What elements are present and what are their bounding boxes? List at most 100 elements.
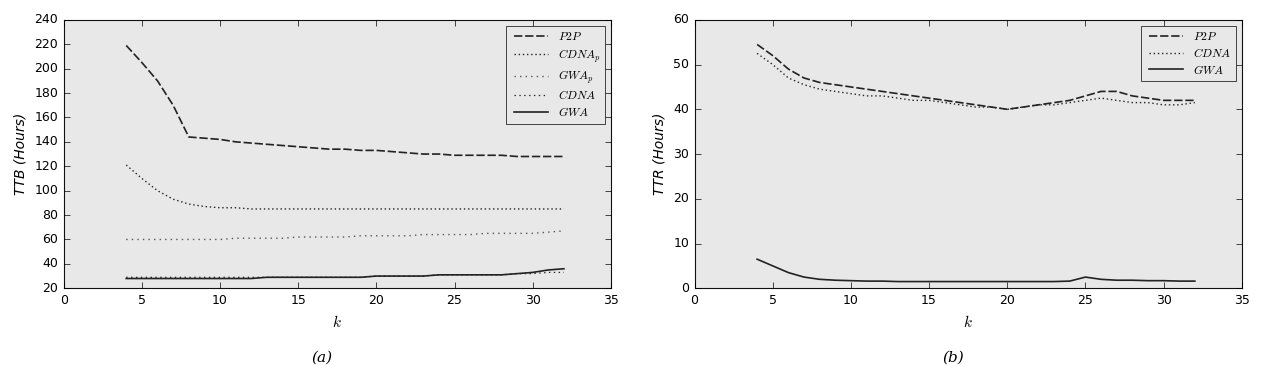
$GWA$ [984,279,999,284]
$CDNA$ [322,275,337,280]
$GWA$ [431,273,446,277]
Y-axis label: TTB (Hours): TTB (Hours) [14,113,28,195]
$GWA$ [1140,278,1156,283]
$P2P$ [447,153,462,157]
$GWA$ [922,279,937,284]
$CDNA$ [1094,96,1109,100]
$GWA$ [557,266,572,271]
$CDNA_p$ [134,176,149,181]
$CDNA$ [1000,107,1015,111]
$GWA_p$ [509,231,524,235]
$P2P$ [781,67,796,71]
$CDNA$ [1109,98,1124,103]
$CDNA$ [844,92,859,96]
$P2P$ [400,151,416,155]
$CDNA$ [937,100,952,105]
$GWA$ [259,275,274,280]
$CDNA$ [874,94,889,98]
$CDNA$ [1077,98,1092,103]
$GWA_p$ [525,231,541,235]
$GWA_p$ [416,233,431,237]
$CDNA_p$ [322,207,337,211]
$GWA$ [1109,278,1124,283]
$CDNA$ [290,275,306,280]
$GWA$ [494,273,509,277]
$P2P$ [812,80,827,85]
$P2P$ [937,98,952,103]
$GWA_p$ [275,236,290,241]
$GWA$ [1094,277,1109,281]
$P2P$ [337,147,352,151]
$CDNA$ [165,275,181,280]
$GWA$ [416,274,431,278]
$P2P$ [229,140,244,144]
$GWA$ [119,276,134,281]
$GWA$ [290,275,306,280]
$CDNA$ [1031,103,1046,107]
$CDNA$ [134,275,149,280]
$GWA_p$ [557,229,572,233]
$CDNA$ [447,273,462,277]
$P2P$ [1172,98,1187,103]
$P2P$ [797,76,812,80]
$P2P$ [165,103,181,107]
$CDNA_p$ [197,204,212,209]
$CDNA$ [306,275,321,280]
$CDNA$ [749,51,764,55]
$CDNA$ [384,274,399,278]
$P2P$ [557,154,572,159]
$CDNA_p$ [400,207,416,211]
$CDNA$ [259,275,274,280]
$P2P$ [859,87,874,91]
$CDNA$ [354,275,369,280]
$CDNA$ [557,270,572,274]
$CDNA$ [1140,100,1156,105]
$CDNA_p$ [181,202,196,206]
$CDNA_p$ [369,207,384,211]
$P2P$ [416,152,431,156]
$GWA_p$ [479,231,494,235]
$GWA$ [859,279,874,283]
$CDNA$ [812,87,827,91]
$CDNA$ [952,103,967,107]
$GWA$ [1062,279,1077,283]
$GWA_p$ [134,237,149,242]
$CDNA$ [229,275,244,280]
$CDNA$ [765,62,781,67]
$CDNA$ [431,273,446,277]
$P2P$ [906,94,921,98]
$P2P$ [306,146,321,150]
$CDNA_p$ [337,207,352,211]
$CDNA$ [922,98,937,103]
$P2P$ [1125,94,1140,98]
$CDNA$ [890,96,906,100]
$CDNA$ [494,273,509,277]
$GWA_p$ [306,235,321,239]
$CDNA$ [1187,100,1202,105]
$P2P$ [197,136,212,141]
$P2P$ [494,153,509,157]
$P2P$ [749,42,764,47]
$P2P$ [479,153,494,157]
$CDNA$ [479,273,494,277]
$GWA$ [400,274,416,278]
$CDNA_p$ [494,207,509,211]
$CDNA_p$ [525,207,541,211]
$P2P$ [1156,98,1171,103]
$P2P$ [890,92,906,96]
$GWA$ [197,276,212,281]
$CDNA$ [416,274,431,278]
$GWA_p$ [119,237,134,242]
$CDNA$ [1015,105,1031,109]
$GWA_p$ [400,234,416,238]
$GWA_p$ [541,230,556,234]
$GWA$ [1125,278,1140,283]
$CDNA$ [969,105,984,109]
$GWA$ [1187,279,1202,283]
$GWA$ [937,279,952,284]
$GWA$ [952,279,967,284]
$GWA_p$ [259,236,274,241]
$GWA_p$ [244,236,259,241]
Legend: $P2P$, $CDNA_p$, $GWA_p$, $CDNA$, $GWA$: $P2P$, $CDNA_p$, $GWA_p$, $CDNA$, $GWA$ [505,26,605,124]
$P2P$ [462,153,477,157]
